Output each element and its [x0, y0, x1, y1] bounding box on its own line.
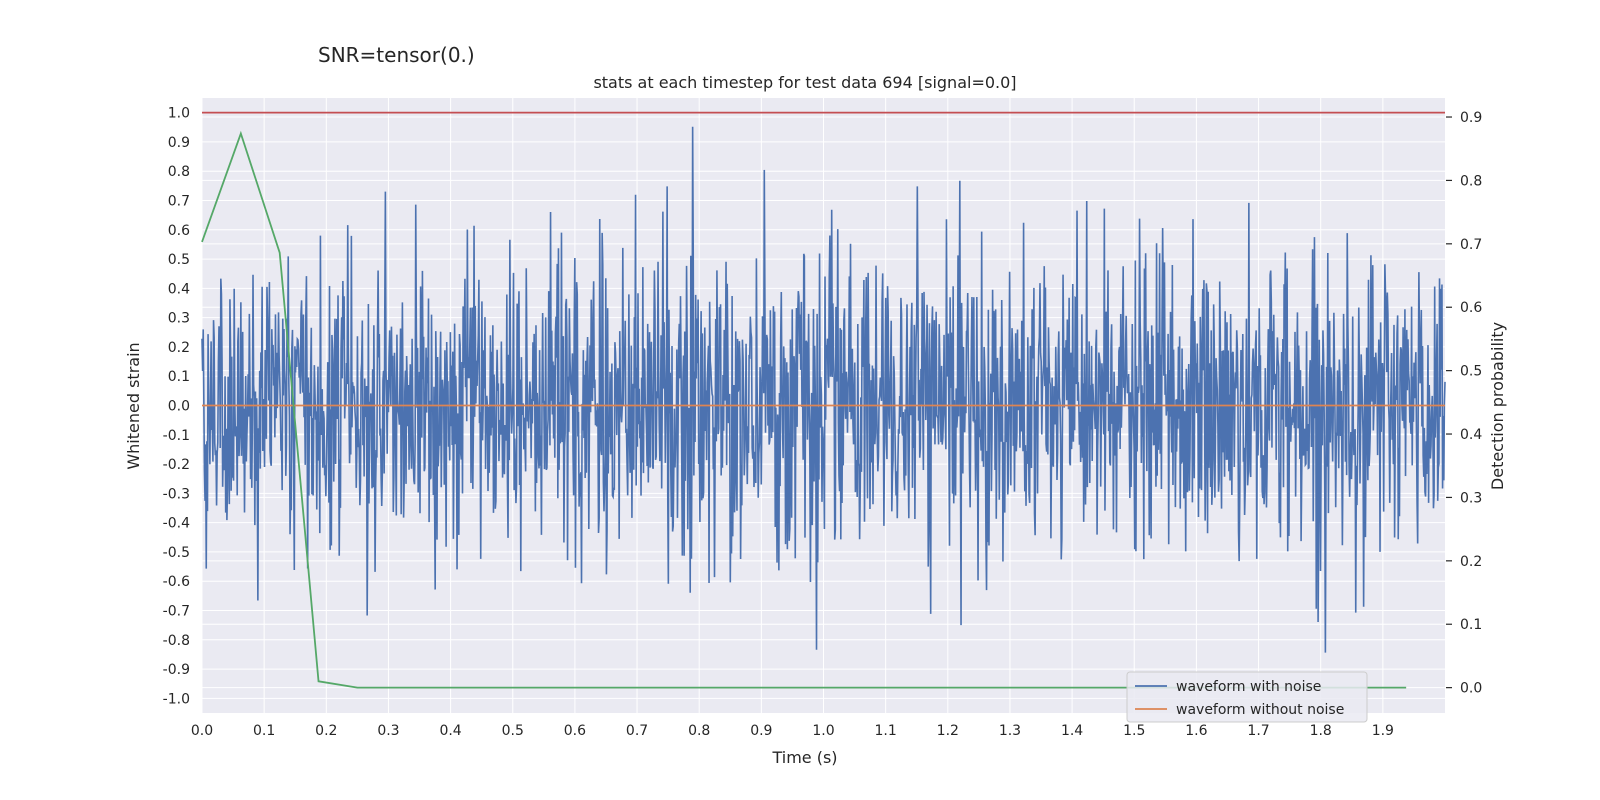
y2-tick-label: 0.5: [1460, 364, 1482, 380]
legend-label: waveform with noise: [1176, 679, 1321, 695]
y-tick-label: 0.9: [168, 135, 190, 151]
y2-tick-label: 0.8: [1460, 173, 1482, 189]
y-tick-label: 0.2: [168, 340, 190, 356]
x-axis-label: Time (s): [771, 748, 837, 767]
x-tick-label: 0.1: [253, 723, 275, 739]
x-tick-label: 1.2: [937, 723, 959, 739]
y-tick-label: 0.5: [168, 252, 190, 268]
suptitle: SNR=tensor(0.): [318, 43, 475, 67]
y-axis-ticks: 1.0 0.9 0.8 0.7 0.6 0.5 0.4 0.3 0.2 0.1 0.0 -0.1 -0.…: [163, 106, 190, 708]
y-tick-label: -0.5: [163, 545, 190, 561]
y2-axis-ticks: 0.9 0.8 0.7 0.6 0.5 0.4 0.3 0.2 0.1 0.0: [1446, 110, 1482, 697]
x-tick-label: 0.0: [191, 723, 213, 739]
x-tick-label: 0.2: [315, 723, 337, 739]
x-tick-label: 1.7: [1247, 723, 1269, 739]
legend-label: waveform without noise: [1176, 702, 1344, 718]
x-tick-label: 0.7: [626, 723, 648, 739]
y-tick-label: 0.4: [168, 281, 190, 297]
series-layer: [201, 111, 1446, 689]
legend-box: [1126, 671, 1368, 723]
y2-tick-label: 0.6: [1460, 300, 1482, 316]
y2-tick-label: 0.9: [1460, 110, 1482, 126]
x-tick-label: 0.8: [688, 723, 710, 739]
x-tick-label: 1.3: [999, 723, 1021, 739]
y-tick-label: 0.0: [168, 399, 190, 415]
series-waveform-with-noise: [201, 126, 1446, 653]
y-tick-label: -0.1: [163, 428, 190, 444]
x-tick-label: 0.6: [564, 723, 586, 739]
legend: waveform with noise waveform without nois…: [1126, 671, 1368, 723]
y-tick-label: -0.3: [163, 486, 190, 502]
x-tick-label: 1.8: [1310, 723, 1332, 739]
x-tick-label: 0.5: [502, 723, 524, 739]
y2-tick-label: 0.1: [1460, 617, 1482, 633]
y-tick-label: -0.8: [163, 633, 190, 649]
x-tick-label: 1.4: [1061, 723, 1083, 739]
x-tick-label: 1.5: [1123, 723, 1145, 739]
y2-axis-label: Detection probability: [1488, 322, 1507, 490]
x-tick-label: 0.3: [377, 723, 399, 739]
x-tick-label: 1.0: [812, 723, 834, 739]
y2-tick-label: 0.0: [1460, 681, 1482, 697]
y-axis-label: Whitened strain: [124, 342, 143, 469]
y2-tick-label: 0.2: [1460, 554, 1482, 570]
x-tick-label: 0.4: [439, 723, 461, 739]
y-tick-label: -0.9: [163, 662, 190, 678]
y-tick-label: -1.0: [163, 691, 190, 707]
y-tick-label: 1.0: [168, 106, 190, 122]
x-tick-label: 1.9: [1372, 723, 1394, 739]
x-axis-ticks: 0.0 0.1 0.2 0.3 0.4 0.5 0.6 0.7 0.8 0.9 1.0 1.1 1.2 1…: [191, 723, 1394, 739]
series-detection-probability: [201, 130, 1407, 689]
y-tick-label: 0.7: [168, 194, 190, 210]
y-tick-label: 0.1: [168, 369, 190, 385]
y-tick-label: 0.8: [168, 164, 190, 180]
y-tick-label: -0.7: [163, 604, 190, 620]
y2-tick-label: 0.7: [1460, 237, 1482, 253]
x-tick-label: 0.9: [750, 723, 772, 739]
y-tick-label: -0.4: [163, 516, 190, 532]
y-tick-label: -0.6: [163, 574, 190, 590]
y-tick-label: -0.2: [163, 457, 190, 473]
y-tick-label: 0.3: [168, 311, 190, 327]
x-tick-label: 1.6: [1185, 723, 1207, 739]
y2-tick-label: 0.4: [1460, 427, 1482, 443]
chart-title: stats at each timestep for test data 694…: [593, 73, 1016, 92]
y2-tick-label: 0.3: [1460, 490, 1482, 506]
y-tick-label: 0.6: [168, 223, 190, 239]
x-tick-label: 1.1: [875, 723, 897, 739]
